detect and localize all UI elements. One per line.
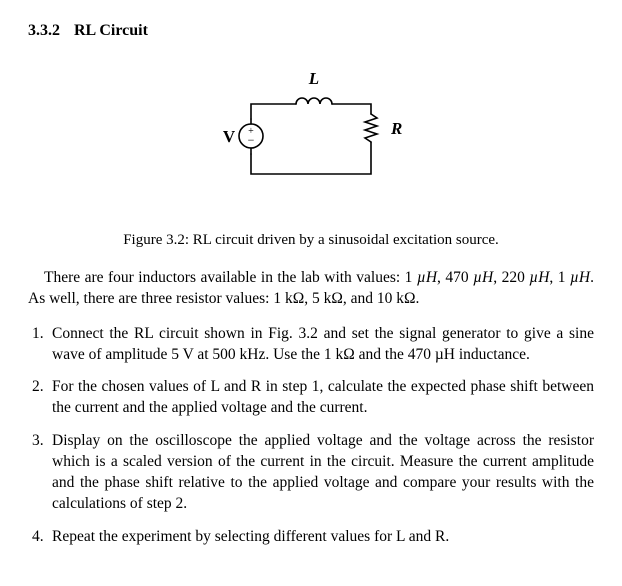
intro-text-2: , 470 xyxy=(437,269,473,286)
wire-top-right xyxy=(332,104,371,114)
source-minus: − xyxy=(248,133,255,147)
intro-text-1: There are four inductors available in th… xyxy=(44,269,417,286)
label-L: L xyxy=(308,69,319,88)
wire-bottom xyxy=(251,142,371,174)
step-item: Connect the RL circuit shown in Fig. 3.2… xyxy=(28,324,594,366)
intro-text-4: , 1 xyxy=(549,269,570,286)
section-number: 3.3.2 xyxy=(28,22,60,39)
unit-1: µH xyxy=(417,269,437,286)
unit-3: µH xyxy=(529,269,549,286)
circuit-figure: + − L V R xyxy=(28,64,594,216)
section-heading: 3.3.2 RL Circuit xyxy=(28,20,594,42)
steps-list: Connect the RL circuit shown in Fig. 3.2… xyxy=(28,324,594,548)
unit-2: µH xyxy=(473,269,493,286)
step-item: Display on the oscilloscope the applied … xyxy=(28,431,594,515)
label-R: R xyxy=(390,119,402,138)
unit-4: µH xyxy=(570,269,590,286)
section-title: RL Circuit xyxy=(74,22,148,39)
step-item: Repeat the experiment by selecting diffe… xyxy=(28,527,594,548)
wire-top-left xyxy=(251,104,296,119)
intro-text-3: , 220 xyxy=(493,269,529,286)
step-item: For the chosen values of L and R in step… xyxy=(28,377,594,419)
label-V: V xyxy=(223,127,236,146)
figure-caption: Figure 3.2: RL circuit driven by a sinus… xyxy=(28,230,594,250)
resistor-zigzag xyxy=(365,114,377,142)
intro-paragraph: There are four inductors available in th… xyxy=(28,268,594,310)
inductor-coil xyxy=(296,98,332,104)
circuit-svg: + − L V R xyxy=(191,64,431,209)
